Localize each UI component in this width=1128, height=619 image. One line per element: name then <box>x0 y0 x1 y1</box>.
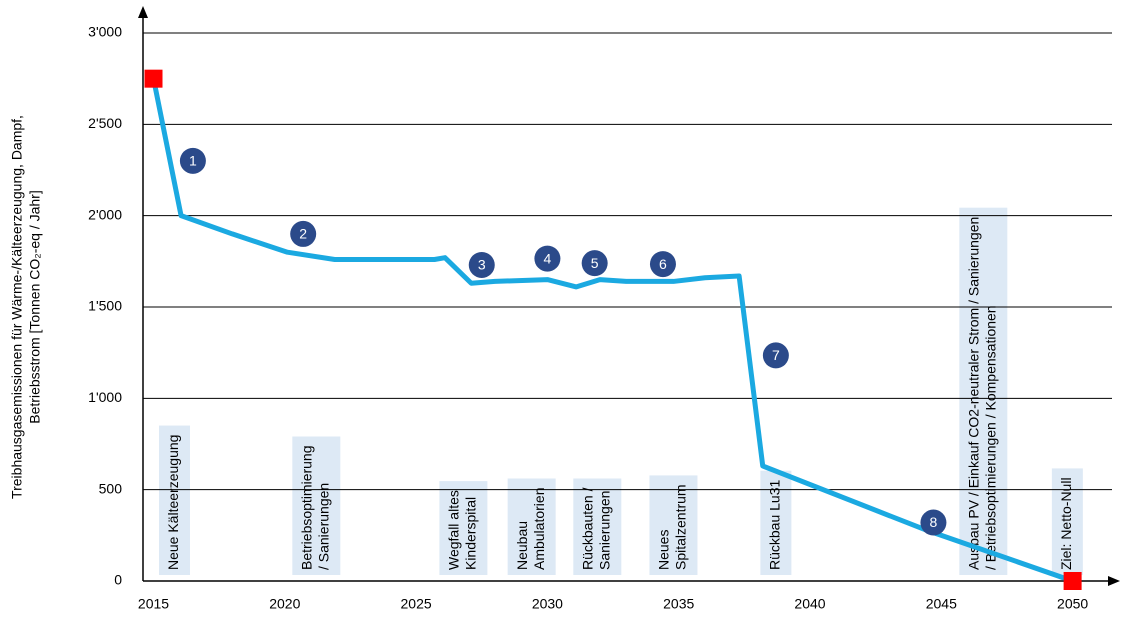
y-tick-label: 1'000 <box>88 389 122 405</box>
step-marker <box>290 220 317 247</box>
step-marker-label: 6 <box>659 256 667 272</box>
y-tick-label: 500 <box>99 480 123 496</box>
grid <box>143 32 1112 491</box>
x-tick-label: 2030 <box>532 596 563 612</box>
step-marker <box>649 251 676 278</box>
y-axis-title-line: Treibhausgasemissionen für Wärme-/Kältee… <box>9 115 25 499</box>
endpoint-marker <box>1063 572 1082 590</box>
annotation-box-text: Ausbau PV / Einkauf CO2-neutraler Strom … <box>966 217 982 570</box>
y-tick-label: 2'500 <box>88 115 122 131</box>
annotation-box: Ziel: Netto-Null <box>1051 468 1083 575</box>
annotation-box-bg <box>760 470 792 575</box>
annotation-box: Wegfall altes Kinderspital <box>439 481 488 575</box>
annotation-box-text: Ziel: Netto-Null <box>1058 477 1074 570</box>
annotation-box: Rückbau Lu31 <box>760 470 792 575</box>
annotation-box-text: Neues <box>656 530 672 570</box>
annotation-box-text: Rückbau Lu31 <box>767 479 783 570</box>
x-tick-label: 2040 <box>794 596 825 612</box>
annotation-box-text: Rückbauten / <box>580 487 596 570</box>
y-tick-label: 0 <box>114 572 122 588</box>
step-marker-label: 1 <box>189 153 197 169</box>
annotation-box-text: / Betriebsoptimierungen / Kompensationen <box>983 305 999 570</box>
x-tick-label: 2035 <box>663 596 694 612</box>
step-marker-label: 2 <box>299 226 307 242</box>
annotation-box-text: Wegfall altes <box>446 490 462 570</box>
annotation-box-bg <box>573 478 622 575</box>
x-tick-label: 2050 <box>1057 596 1088 612</box>
annotation-box-text: Ambulatorien <box>531 488 547 571</box>
y-axis-arrow <box>138 6 148 18</box>
step-marker-label: 3 <box>478 257 486 273</box>
annotation-box-bg <box>159 425 191 575</box>
step-marker <box>468 251 495 278</box>
annotation-box: Ausbau PV / Einkauf CO2-neutraler Strom … <box>959 207 1008 575</box>
step-marker-label: 4 <box>544 250 552 266</box>
y-tick-label: 1'500 <box>88 298 122 314</box>
annotation-box-text: Betriebsoptimierung <box>299 445 315 570</box>
y-tick-label: 2'000 <box>88 206 122 222</box>
annotation-box-text: Sanierungen <box>597 491 613 570</box>
line-series <box>151 78 1074 584</box>
endpoint-marker <box>144 69 163 88</box>
step-marker <box>534 245 561 272</box>
x-tick-label: 2045 <box>926 596 957 612</box>
annotation-box-text: / Sanierungen <box>316 483 332 570</box>
x-tick-label: 2020 <box>269 596 300 612</box>
annotation-box: Neue Kälteerzeugung <box>159 425 191 575</box>
annotation-box: Rückbauten / Sanierungen <box>573 478 622 575</box>
annotation-box-bg <box>507 478 556 575</box>
step-marker <box>581 250 608 277</box>
annotation-box-text: Spitalzentrum <box>673 484 689 570</box>
annotation-box-bg <box>649 475 698 575</box>
annotation-box-bg <box>439 481 488 575</box>
step-marker-label: 8 <box>930 514 938 530</box>
step-marker <box>179 147 206 174</box>
y-axis-title: Treibhausgasemissionen für Wärme-/Kältee… <box>9 115 43 499</box>
annotation-box-text: Kinderspital <box>463 497 479 570</box>
annotation-box: Neubau Ambulatorien <box>507 478 556 575</box>
annotation-box-bg <box>292 436 341 575</box>
annotation-box-text: Neue Kälteerzeugung <box>165 435 181 570</box>
step-marker <box>762 342 789 369</box>
annotation-box-text: Neubau <box>514 521 530 570</box>
annotation-box-bg <box>1051 468 1083 575</box>
step-marker <box>920 509 947 536</box>
step-marker-label: 5 <box>591 255 599 271</box>
x-axis-arrow <box>1108 576 1120 586</box>
annotation-box: Betriebsoptimierung / Sanierungen <box>292 436 341 575</box>
y-tick-label: 3'000 <box>88 24 122 40</box>
annotation-box-bg <box>959 207 1008 575</box>
annotation-box: Neues Spitalzentrum <box>649 475 698 575</box>
x-tick-label: 2015 <box>138 596 169 612</box>
y-axis-title-line: Betriebsstrom [Tonnen CO₂-eq / Jahr] <box>27 190 43 423</box>
x-tick-label: 2025 <box>401 596 432 612</box>
annotation-boxes: Neue Kälteerzeugung Betriebsoptimierung / … <box>159 207 1083 575</box>
step-marker-label: 7 <box>772 347 780 363</box>
